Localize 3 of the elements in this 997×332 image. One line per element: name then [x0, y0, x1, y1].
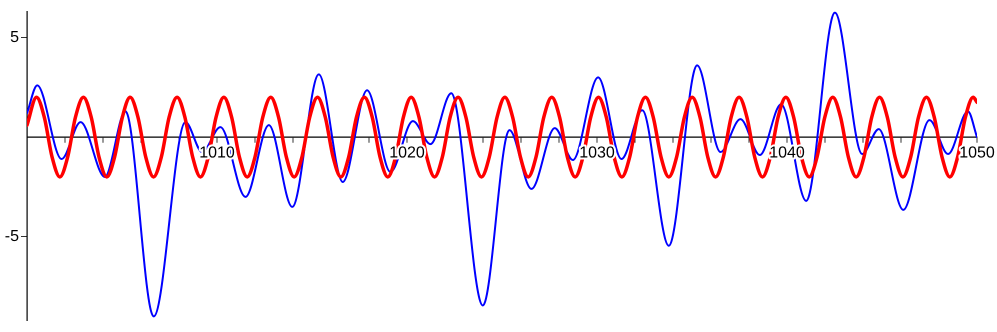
y-tick-label: -5	[4, 228, 20, 246]
y-tick-label: 5	[10, 28, 20, 46]
x-tick-label: 1050	[959, 144, 995, 162]
